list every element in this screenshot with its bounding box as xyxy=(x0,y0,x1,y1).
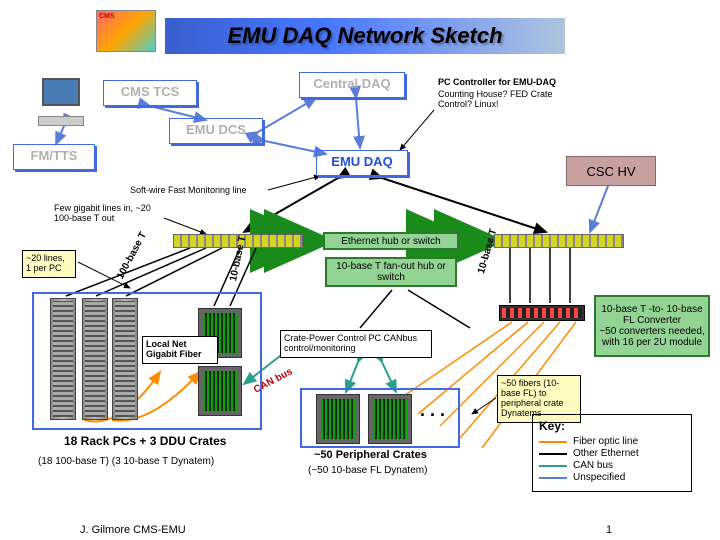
periph-group-box xyxy=(300,388,460,448)
footer-page-num: 1 xyxy=(606,524,612,536)
note-crate_pc: Crate-Power Control PC CANbus control/mo… xyxy=(280,330,432,358)
greenbox-fanout: 10-base T fan-out hub or switch xyxy=(325,257,457,287)
greenbox-eth_hub: Ethernet hub or switch xyxy=(323,232,459,250)
rack-group-box xyxy=(32,292,262,430)
title-bar: EMU DAQ Network Sketch xyxy=(165,18,565,54)
box-fm_tts: FM/TTS xyxy=(13,144,95,170)
cms-logo: CMS xyxy=(96,10,156,52)
box-emu_daq: EMU DAQ xyxy=(316,150,408,176)
legend: Key: Fiber optic lineOther EthernetCAN b… xyxy=(532,414,692,492)
legend-title: Key: xyxy=(539,419,685,433)
page-title: EMU DAQ Network Sketch xyxy=(227,23,502,49)
note-gigabit: Few gigabit lines in, ~20 100-base T out xyxy=(54,204,162,224)
note-periph: ~50 Peripheral Crates xyxy=(314,449,427,461)
note-pc_ctrl2: Counting House? FED Crate Control? Linux… xyxy=(438,90,568,110)
legend-item-0: Fiber optic line xyxy=(539,436,685,447)
linelabel-l10b: 10-base T xyxy=(476,228,499,275)
note-pc_ctrl: PC Controller for EMU-DAQ xyxy=(438,78,556,88)
logo-text: CMS xyxy=(97,11,155,22)
box-emu_dcs: EMU DCS xyxy=(169,118,263,144)
legend-item-3: Unspecified xyxy=(539,472,685,483)
note-periph2: (~50 10-base FL Dynatem) xyxy=(308,465,427,476)
note-lines20: ~20 lines, 1 per PC xyxy=(22,250,76,278)
switch-1 xyxy=(494,234,624,248)
greenbox-converter: 10-base T -to- 10-base FL Converter ~50 … xyxy=(594,295,710,357)
legend-item-2: CAN bus xyxy=(539,460,685,471)
note-racks2: (18 100-base T) (3 10-base T Dynatem) xyxy=(38,456,214,467)
computer-icon xyxy=(34,78,90,126)
box-cms_tcs: CMS TCS xyxy=(103,80,197,106)
note-racks: 18 Rack PCs + 3 DDU Crates xyxy=(64,435,226,448)
footer-left: J. Gilmore CMS-EMU xyxy=(80,524,186,536)
csc-hv-box: CSC HV xyxy=(566,156,656,186)
legend-item-1: Other Ethernet xyxy=(539,448,685,459)
note-softwire: Soft-wire Fast Monitoring line xyxy=(130,186,247,196)
linelabel-l100a: 100-base T xyxy=(115,230,149,281)
box-central: Central DAQ xyxy=(299,72,405,98)
converter-device xyxy=(499,305,585,321)
